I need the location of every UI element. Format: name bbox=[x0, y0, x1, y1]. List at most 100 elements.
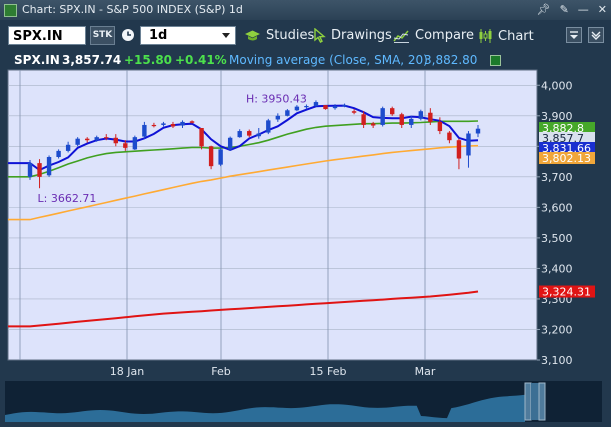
title-bar[interactable]: Chart: SPX.IN - S&P 500 INDEX (S&P) 1d 📌… bbox=[0, 0, 611, 20]
study-color-swatch[interactable] bbox=[490, 55, 501, 66]
navigator-left-handle bbox=[524, 382, 532, 421]
navigator-right-handle bbox=[538, 382, 546, 421]
candle-body bbox=[132, 137, 138, 150]
candle-body bbox=[409, 118, 414, 125]
minimize-icon[interactable]: — bbox=[577, 3, 589, 16]
candlestick bbox=[94, 135, 99, 142]
plot-area bbox=[7, 69, 538, 361]
date-range-navigator[interactable] bbox=[5, 381, 602, 422]
candle-body bbox=[113, 137, 118, 144]
price-label: 3,802.13 bbox=[539, 152, 595, 165]
candle-body bbox=[285, 110, 290, 116]
price-label: 3,882.8 bbox=[539, 122, 595, 135]
chart-type-button[interactable]: Chart bbox=[478, 28, 534, 44]
study-value: 3,882.80 bbox=[424, 53, 478, 67]
quote-last-price: 3,857.74 bbox=[62, 53, 122, 67]
candlestick bbox=[313, 100, 319, 107]
candle-body bbox=[161, 123, 166, 125]
interval-select[interactable]: 1d bbox=[140, 26, 236, 45]
candlestick bbox=[113, 134, 118, 147]
price-label-text: 3,831.66 bbox=[542, 142, 591, 155]
quote-info-bar: SPX.IN 3,857.74 +15.80 +0.41% Moving ave… bbox=[0, 52, 611, 68]
price-label-bg bbox=[539, 132, 595, 144]
candle-body bbox=[227, 137, 233, 150]
candle-body bbox=[199, 128, 204, 147]
candle-body bbox=[313, 102, 319, 107]
candle-body bbox=[123, 143, 128, 148]
candlestick bbox=[332, 104, 338, 110]
candlestick bbox=[437, 117, 443, 135]
candle-body bbox=[189, 121, 195, 123]
candlestick bbox=[399, 112, 404, 128]
candlestick bbox=[208, 145, 214, 170]
drawings-button[interactable]: Drawings bbox=[314, 28, 392, 43]
candlestick bbox=[227, 136, 233, 151]
y-tick-label: 3,200 bbox=[541, 323, 573, 336]
candlestick bbox=[409, 115, 414, 128]
candlestick bbox=[361, 111, 366, 128]
candlestick bbox=[275, 113, 281, 122]
compare-button[interactable]: Compare bbox=[393, 28, 474, 43]
compare-lines-icon bbox=[393, 30, 409, 43]
candlestick bbox=[151, 122, 157, 128]
cursor-arrow-icon bbox=[314, 28, 326, 43]
candle-body bbox=[428, 112, 433, 122]
pin-icon[interactable]: 📌︎ bbox=[536, 3, 551, 16]
candle-body bbox=[332, 106, 338, 109]
chart-toolbar: SPX.IN STK 1d Studies Drawings bbox=[0, 22, 611, 50]
x-tick-label: Feb bbox=[211, 365, 230, 378]
candlestick bbox=[266, 118, 271, 135]
candle-body bbox=[27, 163, 33, 177]
candlestick bbox=[475, 124, 481, 138]
candle-body bbox=[180, 121, 185, 126]
candlestick bbox=[304, 104, 309, 110]
double-chevron-icon bbox=[591, 31, 601, 40]
price-chart-svg[interactable]: 3,1003,2003,3003,4003,5003,6003,7003,800… bbox=[0, 68, 611, 380]
candle-body bbox=[84, 138, 90, 141]
price-label-bg bbox=[539, 152, 595, 164]
candle-body bbox=[56, 150, 61, 157]
candlestick bbox=[342, 103, 347, 108]
price-label-text: 3,802.13 bbox=[542, 152, 591, 165]
candlestick bbox=[323, 105, 328, 110]
candlestick bbox=[37, 159, 42, 189]
ma-slow-line bbox=[8, 144, 479, 221]
candle-body bbox=[418, 111, 424, 119]
studies-button[interactable]: Studies bbox=[244, 28, 314, 43]
pen-icon[interactable]: ✎ bbox=[559, 3, 569, 16]
collapse-toolbar-button[interactable] bbox=[588, 27, 604, 43]
security-type-button[interactable]: STK bbox=[90, 26, 115, 45]
candle-body bbox=[323, 105, 328, 110]
candlestick bbox=[56, 149, 61, 159]
symbol-input[interactable]: SPX.IN bbox=[8, 26, 86, 45]
y-tick-label: 3,700 bbox=[541, 171, 573, 184]
compare-label: Compare bbox=[415, 28, 474, 43]
candle-body bbox=[380, 108, 385, 125]
y-tick-label: 3,100 bbox=[541, 354, 573, 367]
candle-body bbox=[218, 149, 223, 165]
candlestick bbox=[104, 134, 109, 141]
candle-body bbox=[75, 138, 80, 145]
candle-body bbox=[361, 114, 366, 125]
candle-body bbox=[342, 105, 347, 107]
chart-menu-button[interactable] bbox=[566, 27, 582, 43]
candlestick bbox=[142, 121, 147, 139]
candlestick bbox=[65, 141, 71, 153]
candlestick bbox=[218, 147, 223, 167]
candle-body bbox=[208, 146, 214, 167]
navigator-window bbox=[531, 383, 539, 420]
candle-body bbox=[370, 123, 376, 126]
candlestick bbox=[370, 121, 376, 128]
navigator-area-chart[interactable] bbox=[5, 381, 602, 422]
price-label-bg bbox=[539, 122, 595, 134]
y-tick-label: 4,000 bbox=[541, 79, 573, 92]
price-chart[interactable]: 3,1003,2003,3003,4003,5003,6003,7003,800… bbox=[0, 68, 611, 380]
chevron-down-icon bbox=[222, 33, 230, 38]
study-label[interactable]: Moving average (Close, SMA, 20) bbox=[229, 53, 428, 67]
candle-body bbox=[247, 131, 252, 136]
close-icon[interactable]: ✕ bbox=[597, 3, 607, 16]
chart-label: Chart bbox=[498, 28, 534, 44]
candlestick bbox=[189, 120, 195, 124]
price-label-text: 3,857.7 bbox=[542, 132, 584, 145]
